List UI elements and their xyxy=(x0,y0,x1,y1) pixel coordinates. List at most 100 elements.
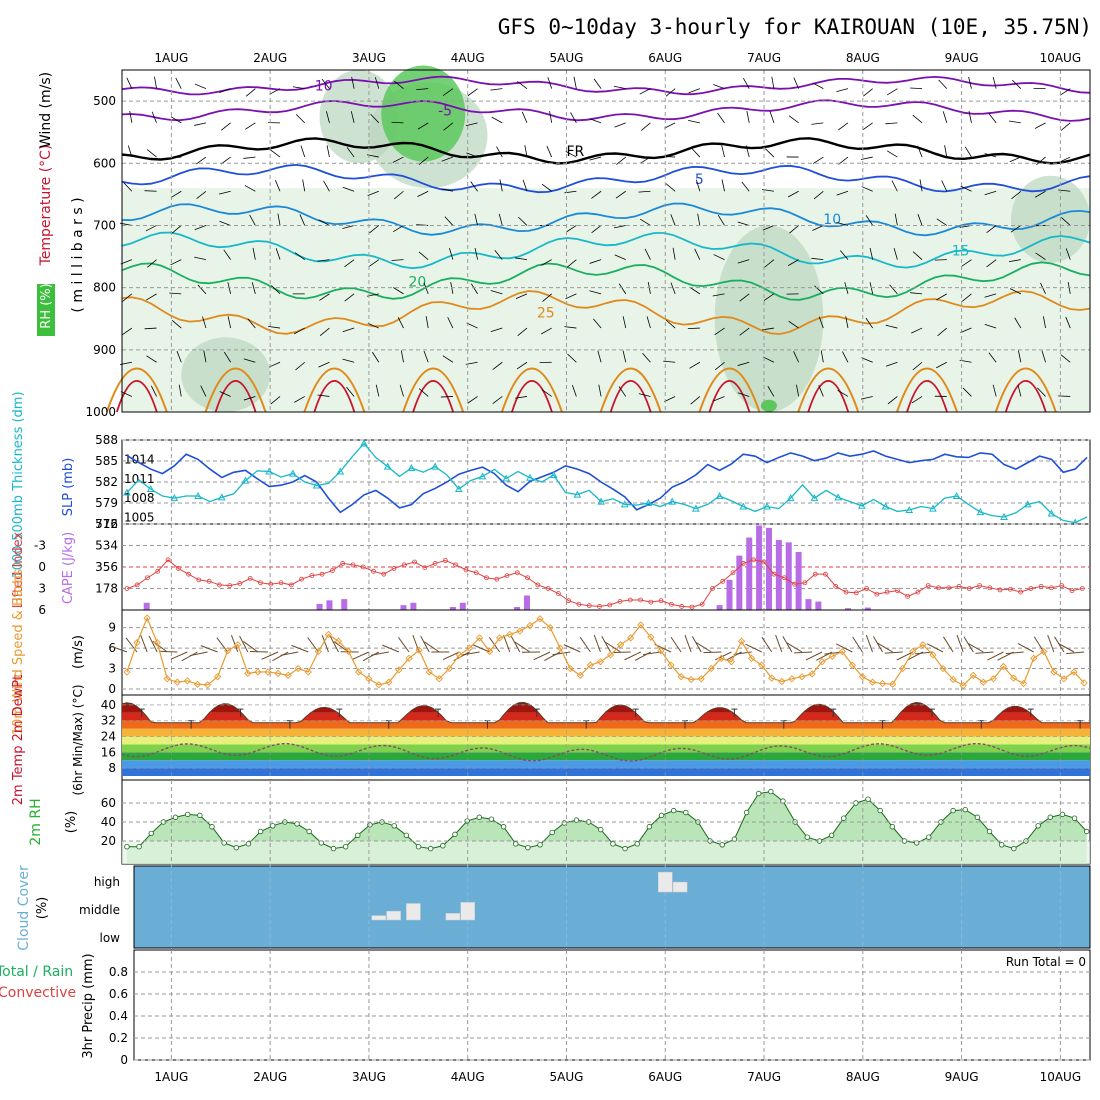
upper-wind-barb xyxy=(1014,317,1022,329)
rh-marker xyxy=(184,811,191,818)
upper-wind-barb xyxy=(418,156,429,166)
wind-10m-panel: 0 3 6 9 xyxy=(108,609,1091,696)
wind-barb xyxy=(307,637,319,653)
upper-wind-barb xyxy=(540,259,552,266)
wind-axis-label: Wind (m/s) xyxy=(38,72,54,148)
upper-wind-barb xyxy=(743,77,750,89)
upper-wind-barb xyxy=(342,225,355,229)
upper-wind-barb xyxy=(566,225,577,233)
upper-wind-barb xyxy=(490,290,503,295)
temp-band xyxy=(122,736,1090,745)
wind-speed-marker xyxy=(455,651,464,659)
wind-speed-marker xyxy=(566,664,574,673)
upper-wind-barb xyxy=(342,327,355,333)
lifted-index-marker xyxy=(175,566,181,571)
lifted-index-marker xyxy=(607,602,613,608)
rh-marker xyxy=(962,806,968,813)
upper-wind-barb xyxy=(689,286,701,295)
lifted-index-marker xyxy=(946,585,952,591)
meteogram-body: 1AUG 1AUG 2AUG 2AUG 3AUG 3AUG 4AUG 4AUG 5AUG 5AUG… xyxy=(0,51,1091,1084)
precip-tick-label: 0.6 xyxy=(109,987,128,1001)
upper-wind-barb xyxy=(151,111,157,124)
upper-wind-barb xyxy=(1065,248,1071,260)
upper-wind-barb xyxy=(721,179,725,192)
upper-wind-barb xyxy=(195,156,207,165)
wind-barb xyxy=(786,642,803,653)
pressure-tick-label: 900 xyxy=(93,343,116,357)
precip-tick-label: 0 xyxy=(120,1053,128,1067)
upper-wind-barb xyxy=(145,225,157,232)
upper-wind-barb xyxy=(762,356,775,363)
li-tick-label: 3 xyxy=(38,582,46,596)
surface-isotherm-arc xyxy=(303,367,366,413)
isotherm-line xyxy=(121,75,1091,96)
upper-wind-barb xyxy=(793,351,799,363)
upper-wind-barb xyxy=(714,361,725,371)
rh-marker xyxy=(719,842,725,848)
temp-line xyxy=(121,701,1090,724)
wind-barb xyxy=(805,651,823,661)
thickness-marker xyxy=(217,493,226,501)
upper-wind-barb xyxy=(664,122,676,129)
upper-wind-barb xyxy=(836,222,849,226)
rh-tick-label: 40 xyxy=(101,815,116,829)
upper-wind-barb xyxy=(1018,350,1022,363)
wind-speed-marker xyxy=(1060,675,1068,683)
upper-wind-barb xyxy=(546,145,553,158)
wind-tick-label: 9 xyxy=(108,621,116,635)
thickness-axis-label: 1000-500mb Thickness (dm) xyxy=(11,391,26,578)
cape-bar xyxy=(815,601,822,610)
thickness-tick-label: 579 xyxy=(95,496,118,510)
rh-marker xyxy=(209,824,215,830)
upper-wind-barb xyxy=(787,190,799,198)
wind-barb xyxy=(321,634,329,653)
upper-wind-barb xyxy=(393,225,404,233)
wind-barb xyxy=(382,644,400,653)
isotherm-line xyxy=(121,163,1091,194)
rh-marker xyxy=(634,841,640,847)
upper-wind-barb xyxy=(1008,259,1021,262)
upper-wind-barb xyxy=(962,387,972,397)
cape-tick-label: 356 xyxy=(95,560,118,574)
upper-wind-barb xyxy=(541,327,552,335)
upper-wind-barb xyxy=(820,350,824,363)
upper-wind-barb xyxy=(294,396,305,403)
upper-wind-barb xyxy=(818,316,824,329)
thickness-marker xyxy=(170,494,179,502)
lifted-index-marker xyxy=(268,581,274,587)
wind-speed-marker xyxy=(395,666,403,674)
upper-wind-barb xyxy=(294,327,305,335)
cape-bar xyxy=(523,595,530,610)
bottom-axis-day-label: 4AUG xyxy=(451,1070,485,1084)
upper-wind-barb xyxy=(839,250,849,260)
lifted-index-marker xyxy=(781,575,787,581)
wind-speed-marker xyxy=(707,664,715,673)
thickness-marker xyxy=(407,463,416,471)
wind-barb xyxy=(152,640,168,653)
rh-marker xyxy=(355,832,361,838)
upper-wind-barb xyxy=(988,113,997,124)
cape-bar xyxy=(785,542,792,610)
wind-barb xyxy=(963,636,974,653)
lifted-index-marker xyxy=(514,570,520,576)
surface-isotherm-arc xyxy=(115,380,158,413)
lifted-index-marker xyxy=(597,604,602,609)
lifted-index-marker xyxy=(504,573,510,578)
lifted-index-marker xyxy=(802,580,808,586)
wind-barb xyxy=(782,636,793,653)
upper-wind-barb xyxy=(984,190,997,196)
upper-wind-barb xyxy=(589,156,602,161)
upper-wind-barb xyxy=(178,384,182,397)
rh-marker xyxy=(367,822,373,828)
wind-speed-marker xyxy=(878,679,887,688)
wind-barb xyxy=(601,636,611,653)
surface-isotherm-arc xyxy=(313,380,356,413)
top-axis-day-label: 5AUG xyxy=(550,51,584,65)
upper-wind-barb xyxy=(1043,316,1046,329)
wind-tick-label: 0 xyxy=(108,682,116,696)
upper-wind-barb xyxy=(570,112,577,124)
upper-wind-barb xyxy=(244,185,256,192)
upper-wind-barb xyxy=(169,292,182,295)
temp-axis-label: 2m Temp 2m DewPt xyxy=(11,675,26,806)
upper-wind-barb xyxy=(622,316,627,329)
